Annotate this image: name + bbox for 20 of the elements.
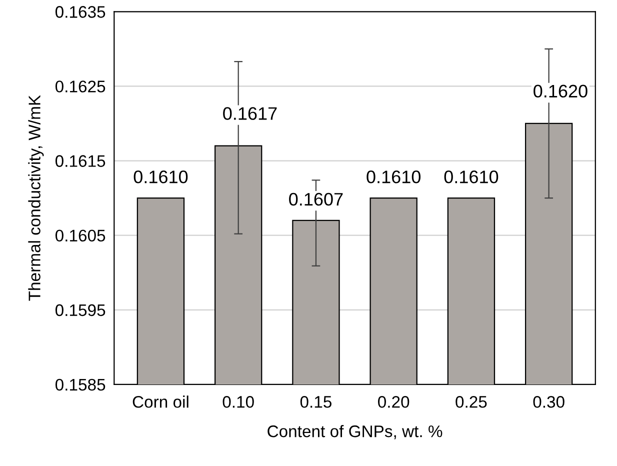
y-axis-title: Thermal conductivity, W/mK	[28, 95, 44, 301]
data-label: 0.1620	[534, 84, 588, 98]
x-tick-label: 0.10	[222, 396, 254, 408]
x-tick-label: 0.20	[378, 396, 410, 408]
y-tick-label: 0.1605	[55, 230, 106, 242]
y-tick-label: 0.1615	[55, 155, 106, 167]
x-tick-label: Corn oil	[132, 396, 188, 408]
x-axis-title: Content of GNPs, wt. %	[268, 425, 442, 440]
data-label: 0.1607	[289, 192, 343, 206]
x-tick-label: 0.15	[300, 396, 332, 408]
y-tick-label: 0.1585	[55, 378, 106, 391]
data-label: 0.1617	[223, 107, 277, 120]
y-tick-label: 0.1595	[55, 304, 106, 316]
data-label: 0.1610	[134, 170, 188, 184]
x-tick-label: 0.25	[456, 396, 487, 408]
x-tick-label: 0.30	[533, 396, 564, 408]
y-tick-label: 0.1625	[55, 80, 106, 92]
data-label: 0.1610	[366, 170, 420, 184]
data-label: 0.1610	[444, 170, 498, 184]
y-tick-label: 0.1635	[55, 6, 106, 18]
